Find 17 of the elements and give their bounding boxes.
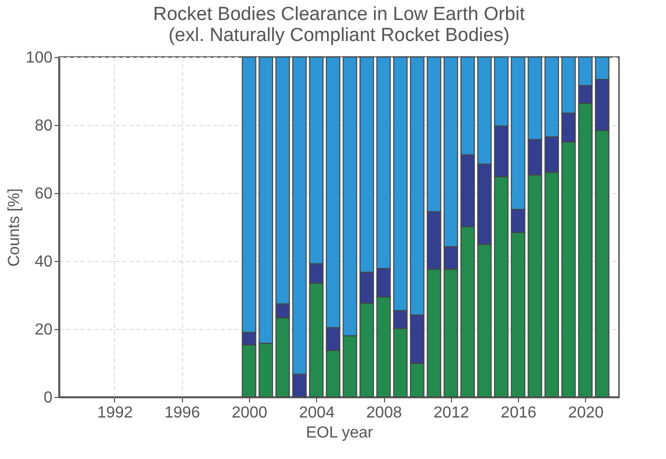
x-tick-label: 2020 <box>568 404 604 422</box>
x-tick-label: 1992 <box>97 404 133 422</box>
chart-title: Rocket Bodies Clearance in Low Earth Orbit (exl. Naturally Compliant Rocket Bodies) <box>153 4 526 46</box>
y-tick-label: 20 <box>34 322 53 338</box>
x-axis-title: EOL year <box>306 424 374 442</box>
y-tick-label: 80 <box>34 118 53 134</box>
x-tick-label: 2008 <box>366 404 402 422</box>
y-tick-label: 60 <box>34 186 53 202</box>
x-tick-label: 2012 <box>434 404 470 422</box>
x-tick-label: 2016 <box>500 404 536 422</box>
y-tick-label: 0 <box>44 390 53 406</box>
x-tick-label: 2000 <box>232 404 268 422</box>
y-tick-label: 40 <box>34 254 53 270</box>
x-tick-label: 2004 <box>299 404 335 422</box>
y-tick-label: 100 <box>26 50 53 66</box>
y-axis-title: Counts [%] <box>6 188 23 267</box>
x-tick-label: 1996 <box>164 404 200 422</box>
